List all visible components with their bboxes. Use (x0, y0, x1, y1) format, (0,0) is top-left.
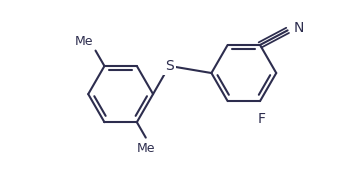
Text: N: N (294, 21, 304, 35)
Text: S: S (165, 59, 174, 73)
Text: F: F (258, 112, 266, 126)
Text: Me: Me (136, 142, 155, 154)
Text: Me: Me (74, 35, 93, 48)
